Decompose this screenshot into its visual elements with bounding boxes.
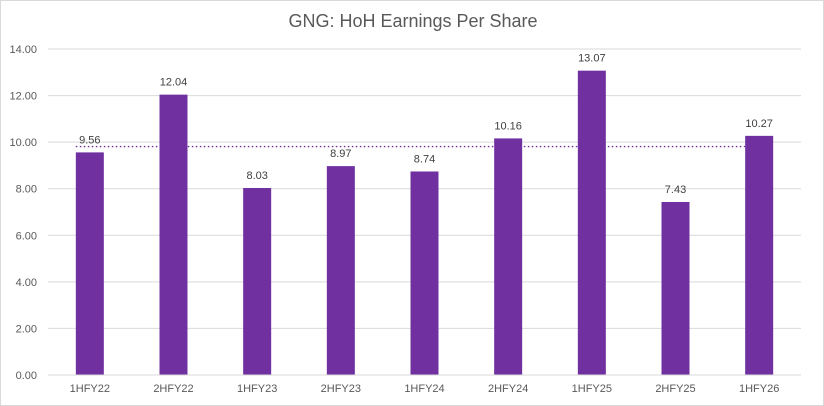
x-tick-label: 2HFY24 bbox=[488, 383, 528, 395]
data-label: 12.04 bbox=[160, 77, 188, 89]
x-tick-label: 2HFY23 bbox=[321, 383, 361, 395]
bar bbox=[75, 152, 104, 375]
bar bbox=[745, 135, 774, 375]
bar bbox=[243, 188, 272, 375]
y-tick-label: 2.00 bbox=[16, 323, 37, 335]
bar bbox=[661, 201, 690, 375]
y-tick-label: 6.00 bbox=[16, 230, 37, 242]
x-tick-label: 2HFY22 bbox=[153, 383, 193, 395]
x-tick-label: 2HFY25 bbox=[655, 383, 695, 395]
x-tick-label: 1HFY24 bbox=[404, 383, 444, 395]
chart-title: GNG: HoH Earnings Per Share bbox=[288, 11, 538, 31]
x-tick-label: 1HFY22 bbox=[70, 383, 110, 395]
bar bbox=[577, 70, 606, 376]
data-label: 7.43 bbox=[665, 184, 686, 196]
data-label: 13.07 bbox=[578, 53, 606, 65]
data-label: 8.97 bbox=[330, 148, 351, 160]
data-label: 10.16 bbox=[494, 120, 522, 132]
x-tick-label: 1HFY26 bbox=[739, 383, 779, 395]
x-tick-label: 1HFY23 bbox=[237, 383, 277, 395]
bars bbox=[75, 70, 774, 376]
bar bbox=[326, 166, 355, 375]
y-tick-label: 14.00 bbox=[9, 44, 37, 56]
data-label: 10.27 bbox=[745, 118, 773, 130]
y-tick-label: 10.00 bbox=[9, 137, 37, 149]
bar bbox=[494, 138, 523, 375]
y-tick-label: 8.00 bbox=[16, 184, 37, 196]
axes: 0.00 2.00 4.00 6.00 8.00 10.00 12.00 14.00 1HFY2… bbox=[9, 44, 801, 395]
y-tick-label: 12.00 bbox=[9, 91, 37, 103]
x-tick-label: 1HFY25 bbox=[572, 383, 612, 395]
data-labels: 9.56 12.04 8.03 8.97 8.74 10.16 13.07 7.43 10.27 bbox=[79, 53, 773, 196]
y-tick-label: 4.00 bbox=[16, 277, 37, 289]
data-label: 8.74 bbox=[414, 153, 435, 165]
y-tick-label: 0.00 bbox=[16, 370, 37, 382]
data-label: 9.56 bbox=[79, 134, 100, 146]
data-label: 8.03 bbox=[246, 170, 267, 182]
bar bbox=[410, 171, 439, 375]
bar bbox=[159, 94, 188, 375]
